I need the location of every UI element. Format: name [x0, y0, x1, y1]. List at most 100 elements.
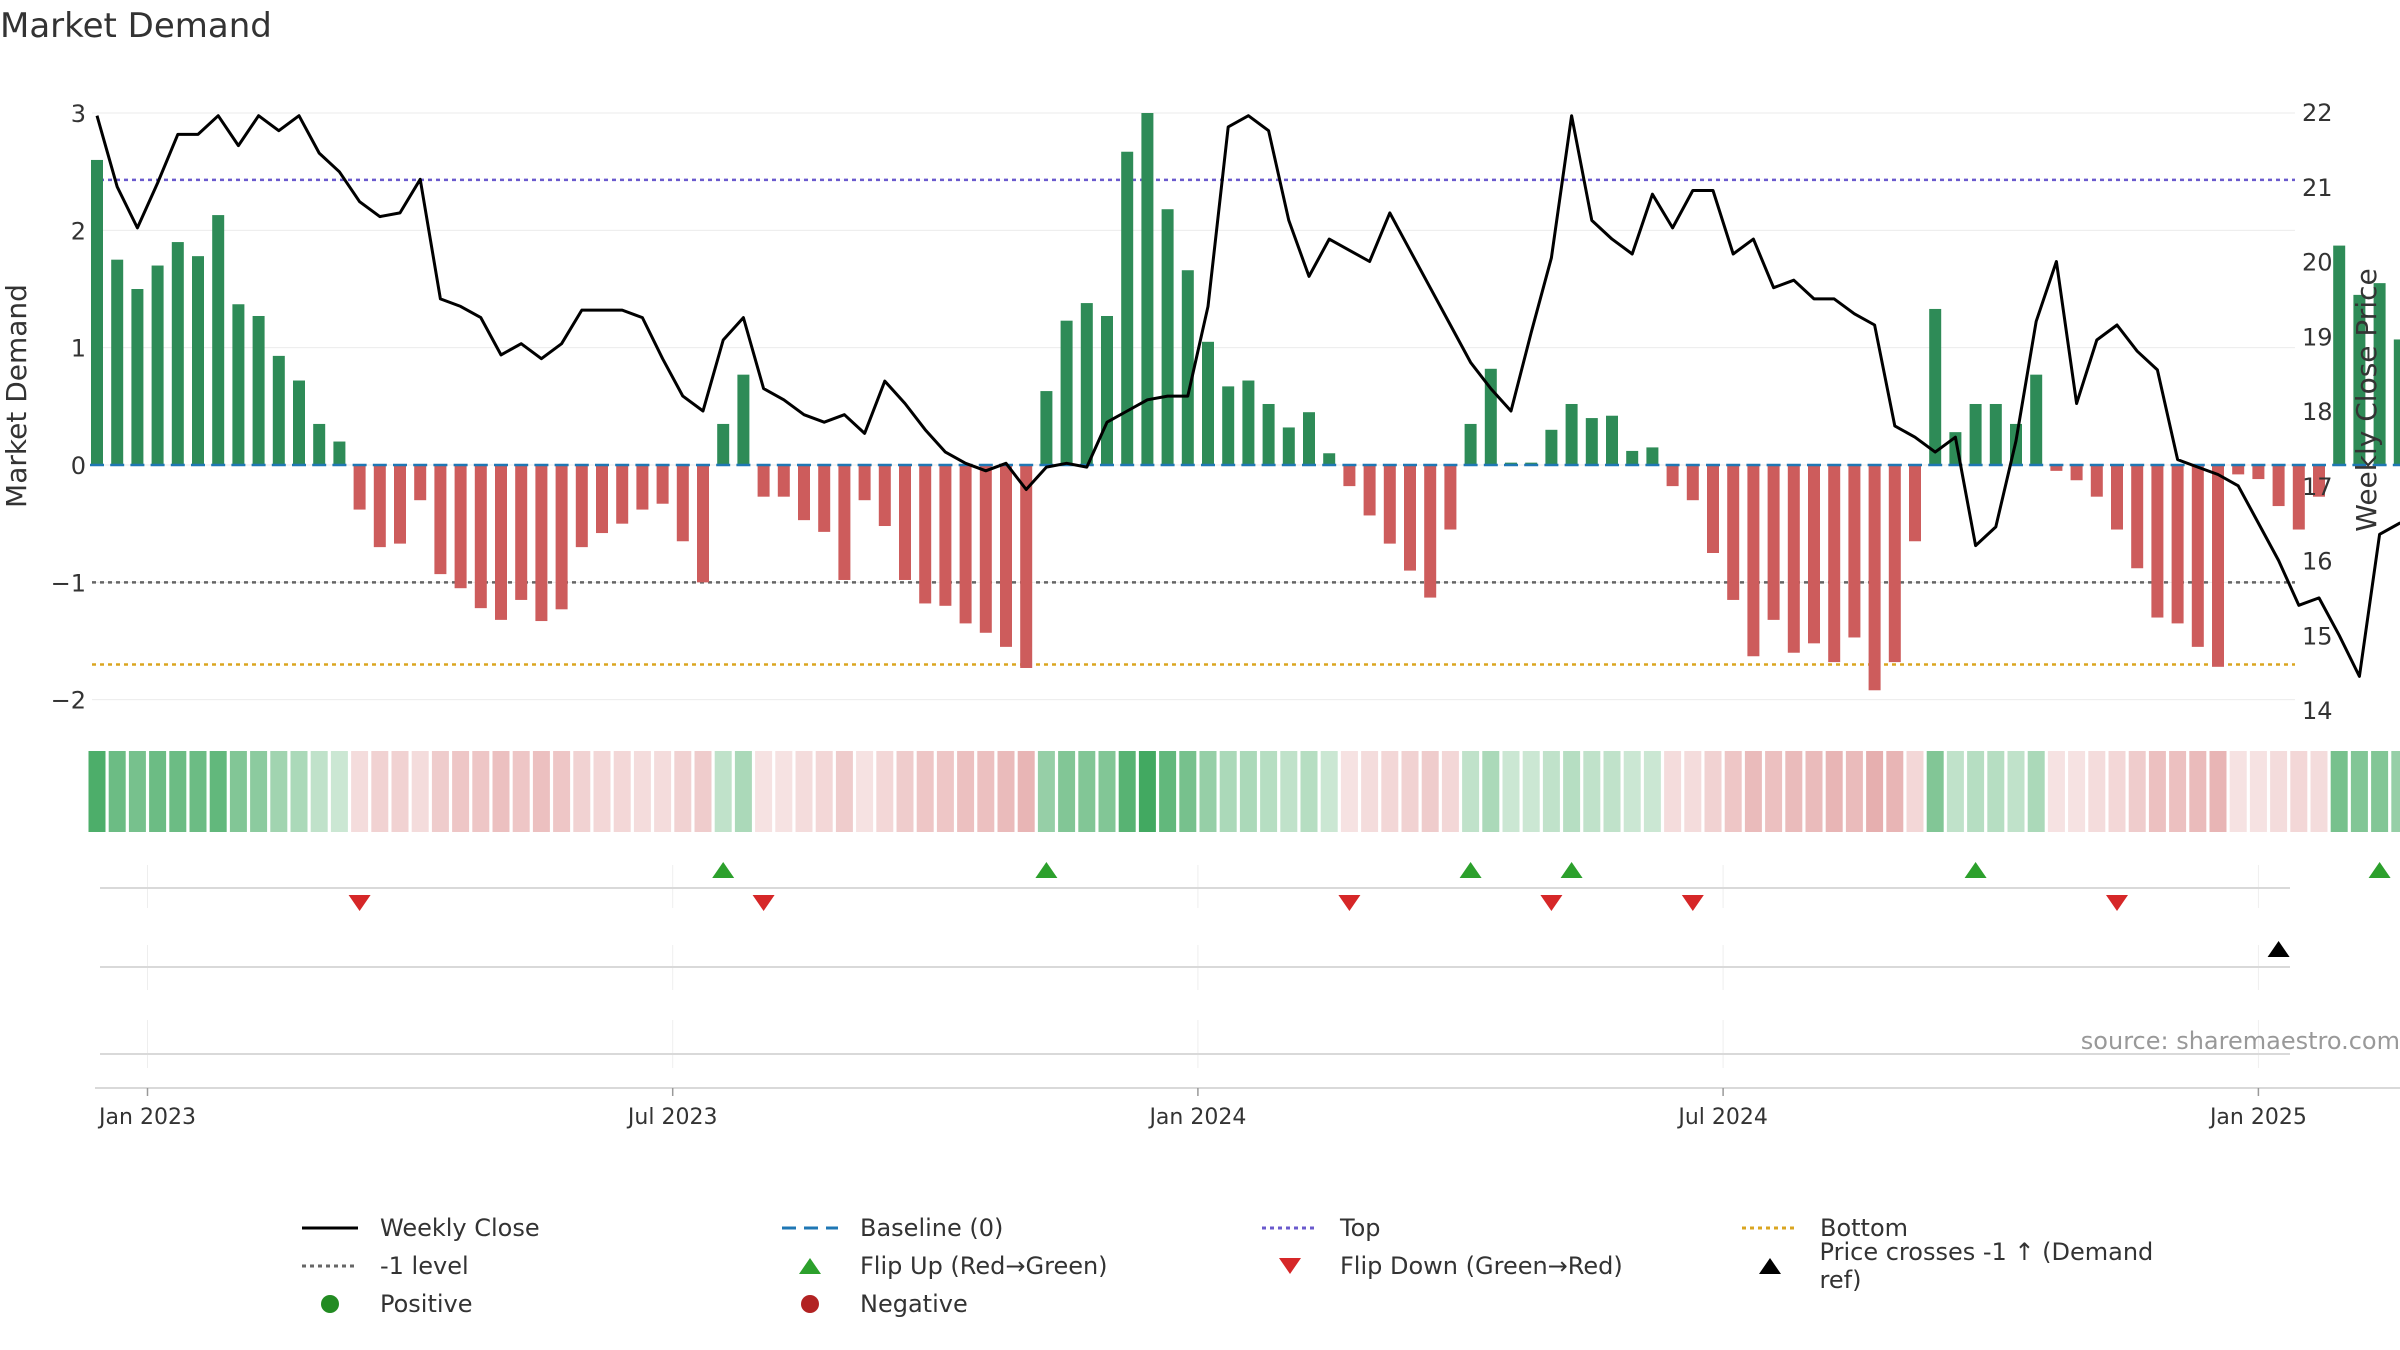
strip-cell-positive — [1179, 751, 1197, 832]
legend: Weekly Close Baseline (0) Top Bottom -1 … — [300, 1210, 2200, 1330]
positive-bar — [313, 423, 326, 465]
strip-cell-negative — [452, 751, 470, 832]
legend-label: Bottom — [1820, 1214, 1909, 1242]
strip-cell-negative — [593, 751, 611, 832]
negative-bar — [2070, 465, 2083, 481]
legend-label: Positive — [380, 1290, 473, 1318]
strip-cell-positive — [1542, 751, 1560, 832]
legend-label: Weekly Close — [380, 1214, 540, 1242]
strip-cell-negative — [411, 751, 429, 832]
flip-up-marker — [1035, 862, 1058, 878]
strip-cell-negative — [351, 751, 369, 832]
dotted-line-icon — [1262, 1226, 1318, 1230]
negative-bar — [2191, 465, 2204, 647]
y-tick-label: 0 — [71, 452, 86, 480]
triangle-up-icon — [1759, 1258, 1781, 1274]
strip-cell-negative — [1805, 751, 1823, 832]
strip-cell-positive — [714, 751, 732, 832]
negative-bar — [394, 465, 406, 544]
strip-cell-negative — [1664, 751, 1682, 832]
negative-bar — [495, 465, 507, 620]
negative-bar — [2131, 465, 2144, 569]
negative-bar — [555, 465, 568, 610]
strip-cell-positive — [1967, 751, 1985, 832]
negative-bar — [919, 465, 932, 604]
strip-cell-positive — [270, 751, 288, 832]
negative-bar — [1444, 465, 1457, 530]
flip-down-marker — [752, 895, 775, 911]
strip-cell-negative — [391, 751, 409, 832]
strip-cell-positive — [1462, 751, 1480, 832]
positive-bar — [1121, 151, 1134, 466]
strip-cell-negative — [1441, 751, 1459, 832]
positive-bar — [131, 289, 144, 465]
strip-cell-negative — [2249, 751, 2267, 832]
strip-cell-negative — [633, 751, 651, 832]
strip-cell-positive — [290, 751, 308, 832]
negative-bar — [676, 465, 689, 542]
negative-bar — [2090, 465, 2103, 497]
negative-bar — [2313, 465, 2325, 497]
negative-bar — [656, 465, 669, 504]
strip-cell-negative — [1845, 751, 1863, 832]
strip-cell-negative — [957, 751, 975, 832]
strip-cell-negative — [1361, 751, 1379, 832]
strip-cell-positive — [209, 751, 227, 832]
negative-bar — [2272, 465, 2285, 507]
legend-item-baseline: Baseline (0) — [780, 1210, 1003, 1246]
strip-cell-negative — [1704, 751, 1722, 832]
strip-cell-negative — [1421, 751, 1439, 832]
negative-bar — [1424, 465, 1437, 598]
strip-cell-negative — [856, 751, 874, 832]
strip-cell-positive — [88, 751, 106, 832]
right-axis-ticks: 22 21 20 19 18 17 16 15 14 — [2302, 99, 2333, 725]
positive-bar — [1101, 315, 1113, 465]
negative-bar — [1343, 465, 1356, 487]
negative-bar — [1808, 465, 1820, 644]
y2-tick-label: 21 — [2302, 174, 2333, 202]
strip-cell-positive — [1987, 751, 2005, 832]
y2-tick-label: 20 — [2302, 249, 2333, 277]
y-tick-label: −1 — [51, 569, 86, 597]
strip-cell-negative — [2169, 751, 2187, 832]
strip-cell-positive — [1522, 751, 1540, 832]
legend-item-positive: Positive — [300, 1286, 473, 1322]
negative-bar — [2171, 465, 2184, 624]
negative-bar — [1686, 465, 1699, 501]
positive-bar — [1181, 270, 1194, 465]
positive-bar — [1242, 380, 1255, 465]
negative-bar — [2151, 465, 2164, 618]
y2-tick-label: 16 — [2302, 548, 2333, 576]
positive-bar — [1222, 386, 1235, 465]
price-cross-marker — [2267, 941, 2290, 957]
negative-bar — [616, 465, 629, 524]
legend-label: Price crosses -1 ↑ (Demand ref) — [1819, 1238, 2154, 1294]
strip-cell-negative — [977, 751, 995, 832]
legend-item-flip-up: Flip Up (Red→Green) — [780, 1248, 1108, 1284]
y2-tick-label: 19 — [2302, 323, 2333, 351]
negative-bar — [838, 465, 851, 580]
positive-bar — [232, 304, 245, 465]
circle-icon — [321, 1295, 339, 1313]
positive-bar — [1646, 447, 1659, 465]
positive-bar — [1161, 209, 1174, 465]
strip-cell-negative — [1765, 751, 1783, 832]
strip-cell-positive — [2027, 751, 2045, 832]
negative-bar — [697, 465, 709, 583]
strip-cell-positive — [2391, 751, 2400, 832]
x-axis: Jan 2023 Jul 2023 Jan 2024 Jul 2024 Jan 2025… — [95, 1087, 2400, 1130]
strip-cell-positive — [2007, 751, 2025, 832]
empty-panel — [100, 1020, 2290, 1068]
positive-bar — [272, 355, 285, 465]
flip-down-marker — [1338, 895, 1361, 911]
strip-cell-negative — [1401, 751, 1419, 832]
negative-bar — [1828, 465, 1841, 663]
strip-cell-positive — [1583, 751, 1601, 832]
strip-cell-positive — [108, 751, 126, 832]
strip-cell-positive — [1623, 751, 1641, 832]
positive-bar — [2373, 283, 2386, 465]
positive-bar — [1262, 403, 1275, 465]
strip-cell-positive — [1300, 751, 1318, 832]
positive-bar — [1545, 429, 1558, 465]
negative-bar — [2212, 465, 2224, 667]
